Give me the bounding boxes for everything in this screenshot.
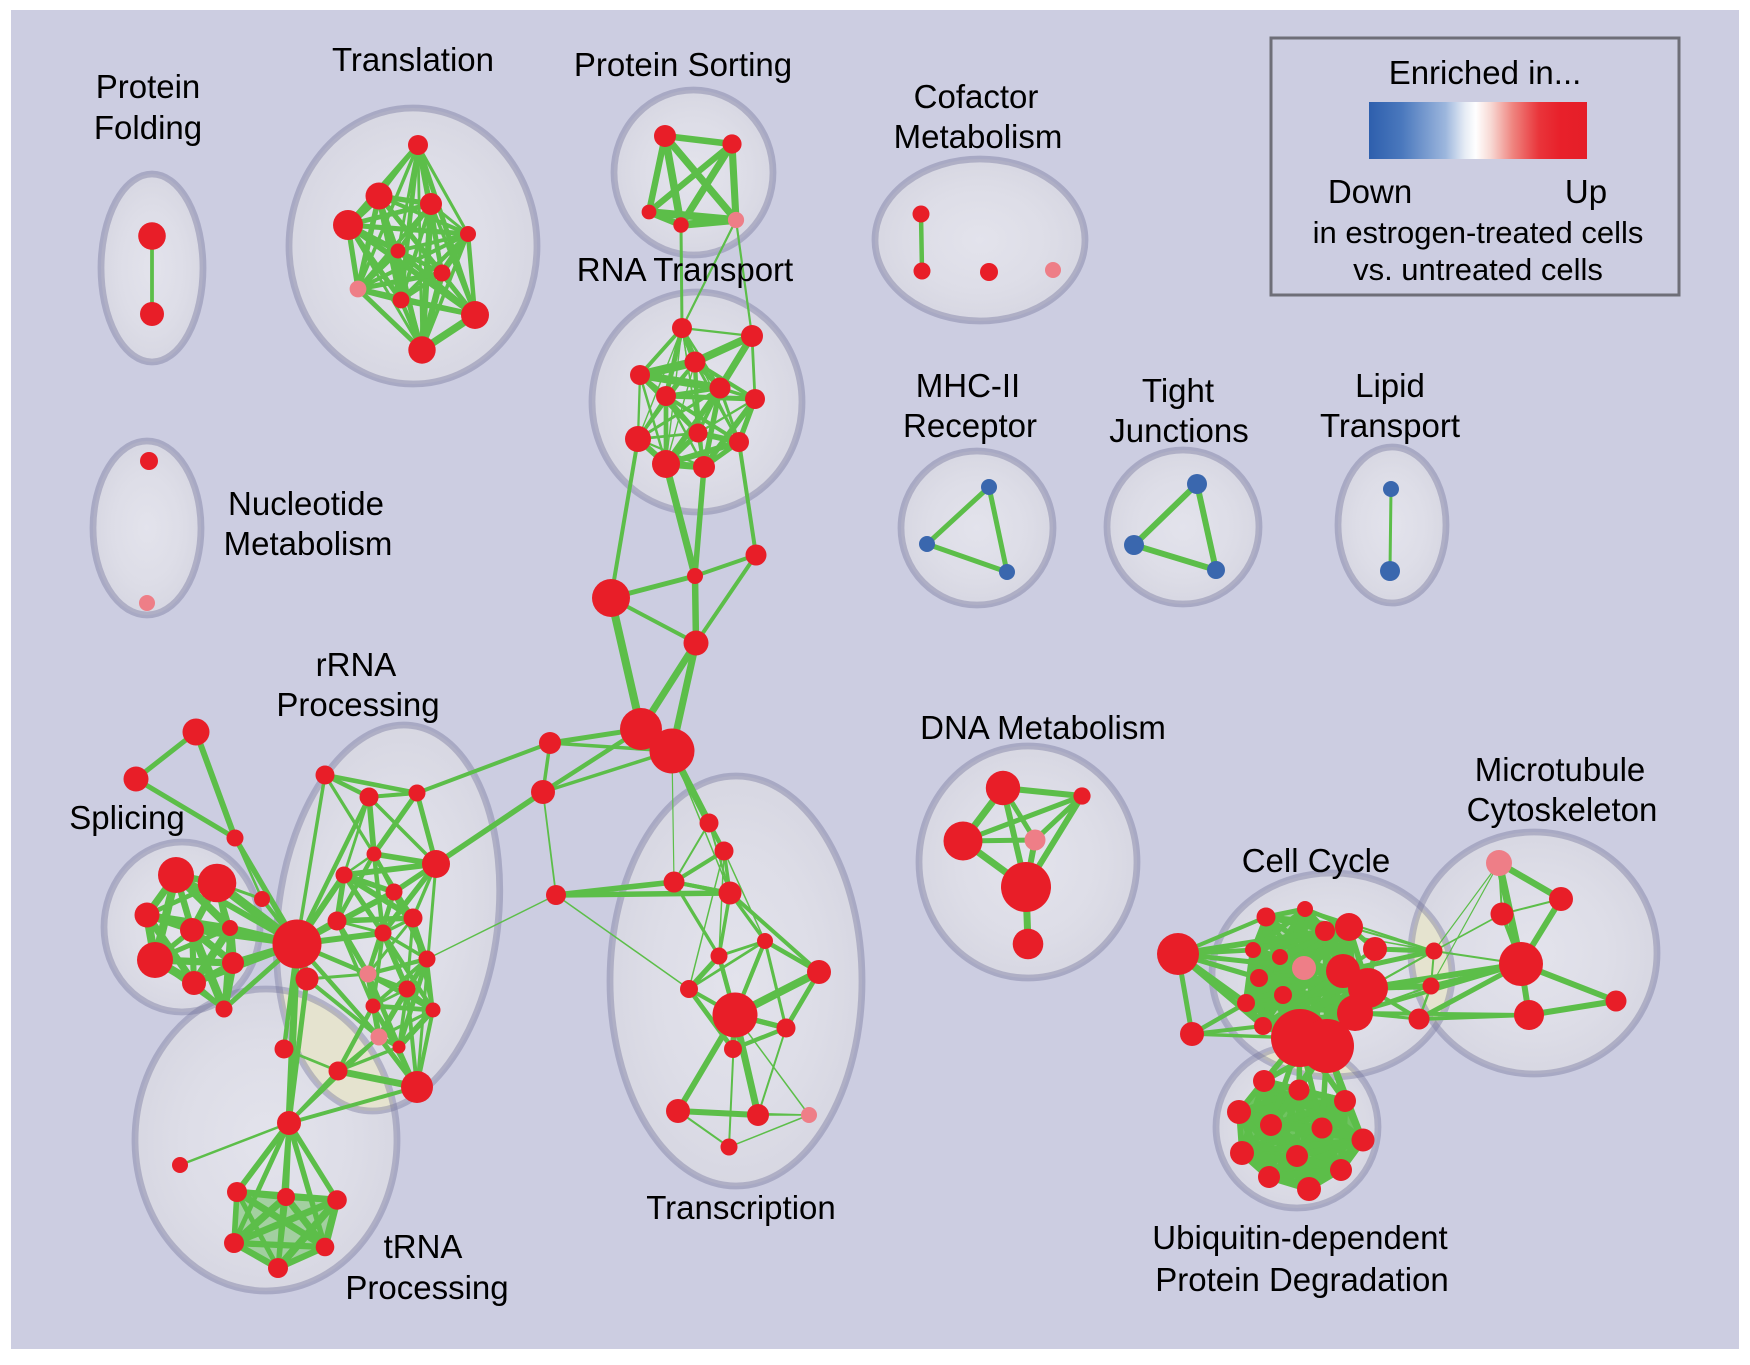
svg-text:Protein Sorting: Protein Sorting	[574, 46, 792, 83]
svg-text:Transcription: Transcription	[646, 1189, 836, 1226]
svg-text:Protein Degradation: Protein Degradation	[1155, 1261, 1449, 1298]
svg-text:Lipid: Lipid	[1355, 367, 1425, 404]
svg-text:Translation: Translation	[332, 41, 494, 78]
svg-text:Down: Down	[1328, 173, 1412, 210]
svg-text:Up: Up	[1565, 173, 1607, 210]
svg-text:MHC-II: MHC-II	[916, 367, 1020, 404]
svg-text:RNA Transport: RNA Transport	[577, 251, 793, 288]
svg-text:tRNA: tRNA	[384, 1228, 463, 1265]
svg-text:Metabolism: Metabolism	[894, 118, 1063, 155]
svg-text:Enriched in...: Enriched in...	[1389, 54, 1582, 91]
svg-text:Microtubule: Microtubule	[1475, 751, 1646, 788]
svg-text:Transport: Transport	[1320, 407, 1460, 444]
svg-text:Metabolism: Metabolism	[224, 525, 393, 562]
svg-text:Protein: Protein	[96, 68, 201, 105]
svg-text:Processing: Processing	[345, 1269, 508, 1306]
svg-text:Ubiquitin-dependent: Ubiquitin-dependent	[1152, 1219, 1447, 1256]
svg-text:Processing: Processing	[276, 686, 439, 723]
svg-text:Cell Cycle: Cell Cycle	[1242, 842, 1391, 879]
svg-text:Nucleotide: Nucleotide	[228, 485, 384, 522]
svg-text:DNA Metabolism: DNA Metabolism	[920, 709, 1166, 746]
svg-text:in estrogen-treated cells: in estrogen-treated cells	[1313, 215, 1644, 250]
svg-text:Junctions: Junctions	[1109, 412, 1248, 449]
svg-text:Splicing: Splicing	[69, 799, 185, 836]
svg-text:Cofactor: Cofactor	[914, 78, 1039, 115]
svg-text:rRNA: rRNA	[316, 646, 397, 683]
svg-text:Folding: Folding	[94, 109, 202, 146]
svg-text:Receptor: Receptor	[903, 407, 1037, 444]
svg-text:vs. untreated cells: vs. untreated cells	[1353, 252, 1603, 287]
svg-text:Cytoskeleton: Cytoskeleton	[1467, 791, 1658, 828]
svg-text:Tight: Tight	[1142, 372, 1214, 409]
